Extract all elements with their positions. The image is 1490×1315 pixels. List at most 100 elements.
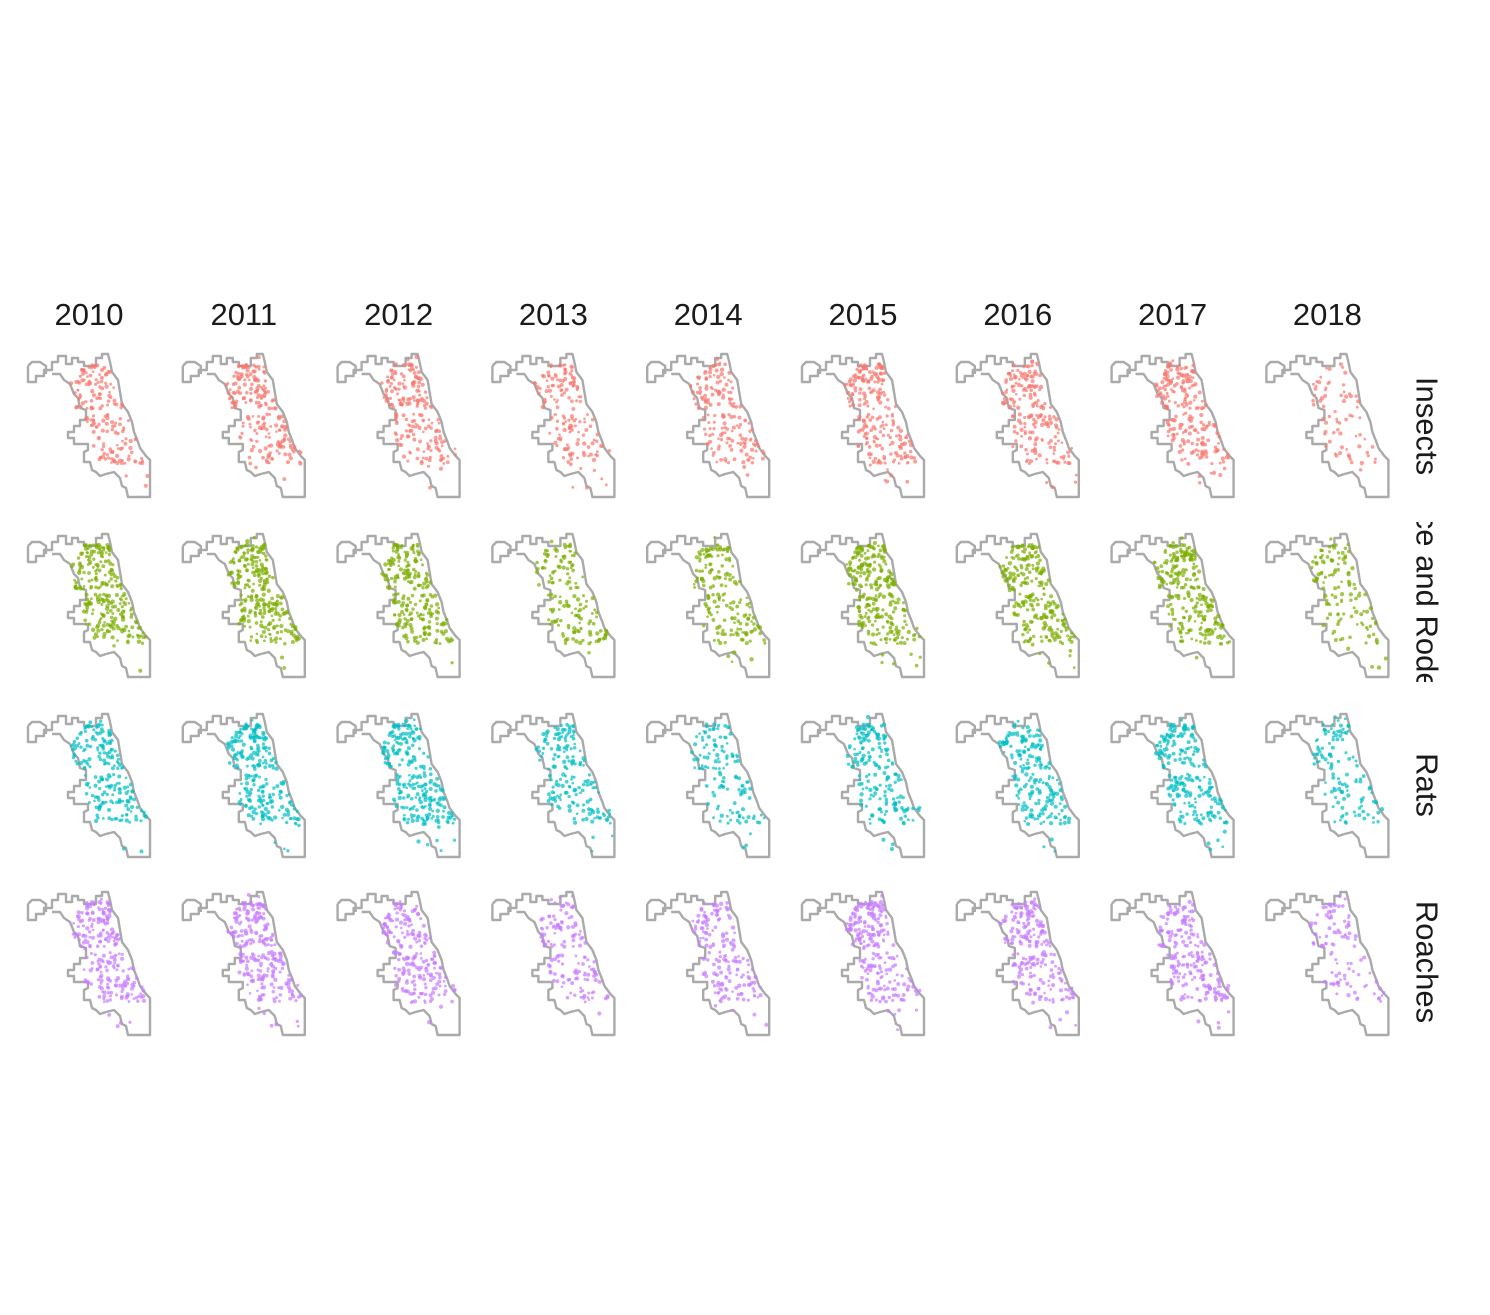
data-point: [1027, 792, 1031, 796]
data-point: [706, 593, 710, 598]
data-point: [402, 817, 406, 820]
data-point: [1057, 782, 1062, 786]
data-point: [596, 809, 601, 814]
data-point: [859, 740, 863, 744]
data-point: [867, 386, 872, 391]
data-point: [1313, 555, 1318, 559]
data-point: [581, 782, 586, 787]
data-point: [1026, 640, 1030, 643]
data-point: [1023, 415, 1027, 420]
data-point: [1030, 789, 1035, 795]
data-point: [112, 386, 116, 390]
data-point: [1189, 578, 1192, 582]
data-point: [422, 751, 426, 755]
data-point: [702, 427, 707, 431]
data-point: [608, 821, 612, 825]
data-point: [739, 448, 744, 453]
data-point: [1037, 743, 1041, 747]
data-point: [878, 400, 883, 405]
data-point: [744, 641, 749, 646]
data-point: [90, 578, 94, 582]
data-point: [1031, 772, 1035, 776]
data-point: [238, 734, 242, 738]
data-point: [109, 573, 114, 577]
data-point: [719, 813, 724, 818]
data-point: [704, 386, 709, 391]
data-point: [871, 567, 877, 572]
data-point: [583, 420, 587, 424]
data-point: [264, 571, 269, 576]
data-point: [706, 734, 711, 739]
data-point: [1353, 586, 1357, 591]
data-point: [897, 433, 901, 437]
data-point: [1347, 454, 1352, 459]
data-point: [850, 392, 855, 397]
data-point: [880, 366, 885, 371]
data-point: [848, 383, 852, 387]
data-point: [705, 384, 709, 388]
data-point: [93, 576, 98, 581]
data-point: [118, 416, 123, 421]
data-point: [127, 629, 131, 633]
data-point: [1199, 640, 1203, 644]
data-point: [1184, 577, 1189, 582]
data-point: [83, 602, 88, 606]
data-point: [883, 765, 888, 770]
panel-insects-2015: [800, 352, 926, 499]
data-point: [879, 638, 883, 642]
data-point: [553, 440, 558, 445]
data-point: [899, 456, 904, 461]
data-point: [282, 477, 287, 482]
data-point: [251, 544, 255, 548]
data-point: [400, 403, 404, 407]
data-point: [121, 846, 126, 851]
data-point: [433, 799, 436, 802]
data-point: [256, 573, 261, 578]
panel-insects-2014: [646, 352, 771, 499]
data-point: [1029, 414, 1033, 419]
data-point: [712, 426, 716, 431]
data-point: [689, 750, 694, 755]
data-point: [1179, 547, 1183, 551]
data-point: [278, 795, 283, 800]
data-point: [399, 545, 404, 550]
data-point: [858, 397, 862, 402]
panel-rats-2016: [955, 712, 1080, 859]
data-point: [1044, 581, 1049, 587]
data-point: [445, 819, 450, 824]
data-point: [254, 564, 259, 568]
data-point: [1319, 548, 1324, 553]
city-outline: [1265, 352, 1390, 499]
data-point: [1011, 571, 1016, 577]
data-point: [908, 442, 914, 448]
data-point: [870, 813, 875, 818]
data-point: [405, 401, 410, 406]
data-point: [79, 404, 83, 408]
data-point: [277, 443, 283, 448]
data-point: [727, 412, 731, 417]
data-point: [1055, 778, 1059, 782]
data-point: [416, 784, 421, 789]
data-point: [115, 460, 120, 466]
data-point: [105, 414, 109, 417]
data-point: [130, 790, 134, 794]
data-point: [1041, 626, 1046, 631]
data-point: [887, 787, 891, 791]
data-point: [537, 583, 541, 587]
data-point: [409, 617, 414, 622]
data-point: [391, 724, 396, 728]
data-point: [1169, 388, 1173, 391]
data-point: [438, 436, 443, 441]
data-point: [707, 370, 713, 375]
data-point: [568, 381, 573, 386]
data-point: [1333, 595, 1338, 600]
data-point: [725, 754, 729, 758]
data-point: [1010, 384, 1015, 389]
data-point: [262, 365, 266, 369]
data-point: [866, 412, 871, 417]
data-point: [117, 797, 122, 802]
data-point: [1168, 543, 1173, 549]
data-point: [423, 605, 428, 611]
data-point: [1200, 449, 1204, 454]
data-point: [273, 815, 278, 820]
